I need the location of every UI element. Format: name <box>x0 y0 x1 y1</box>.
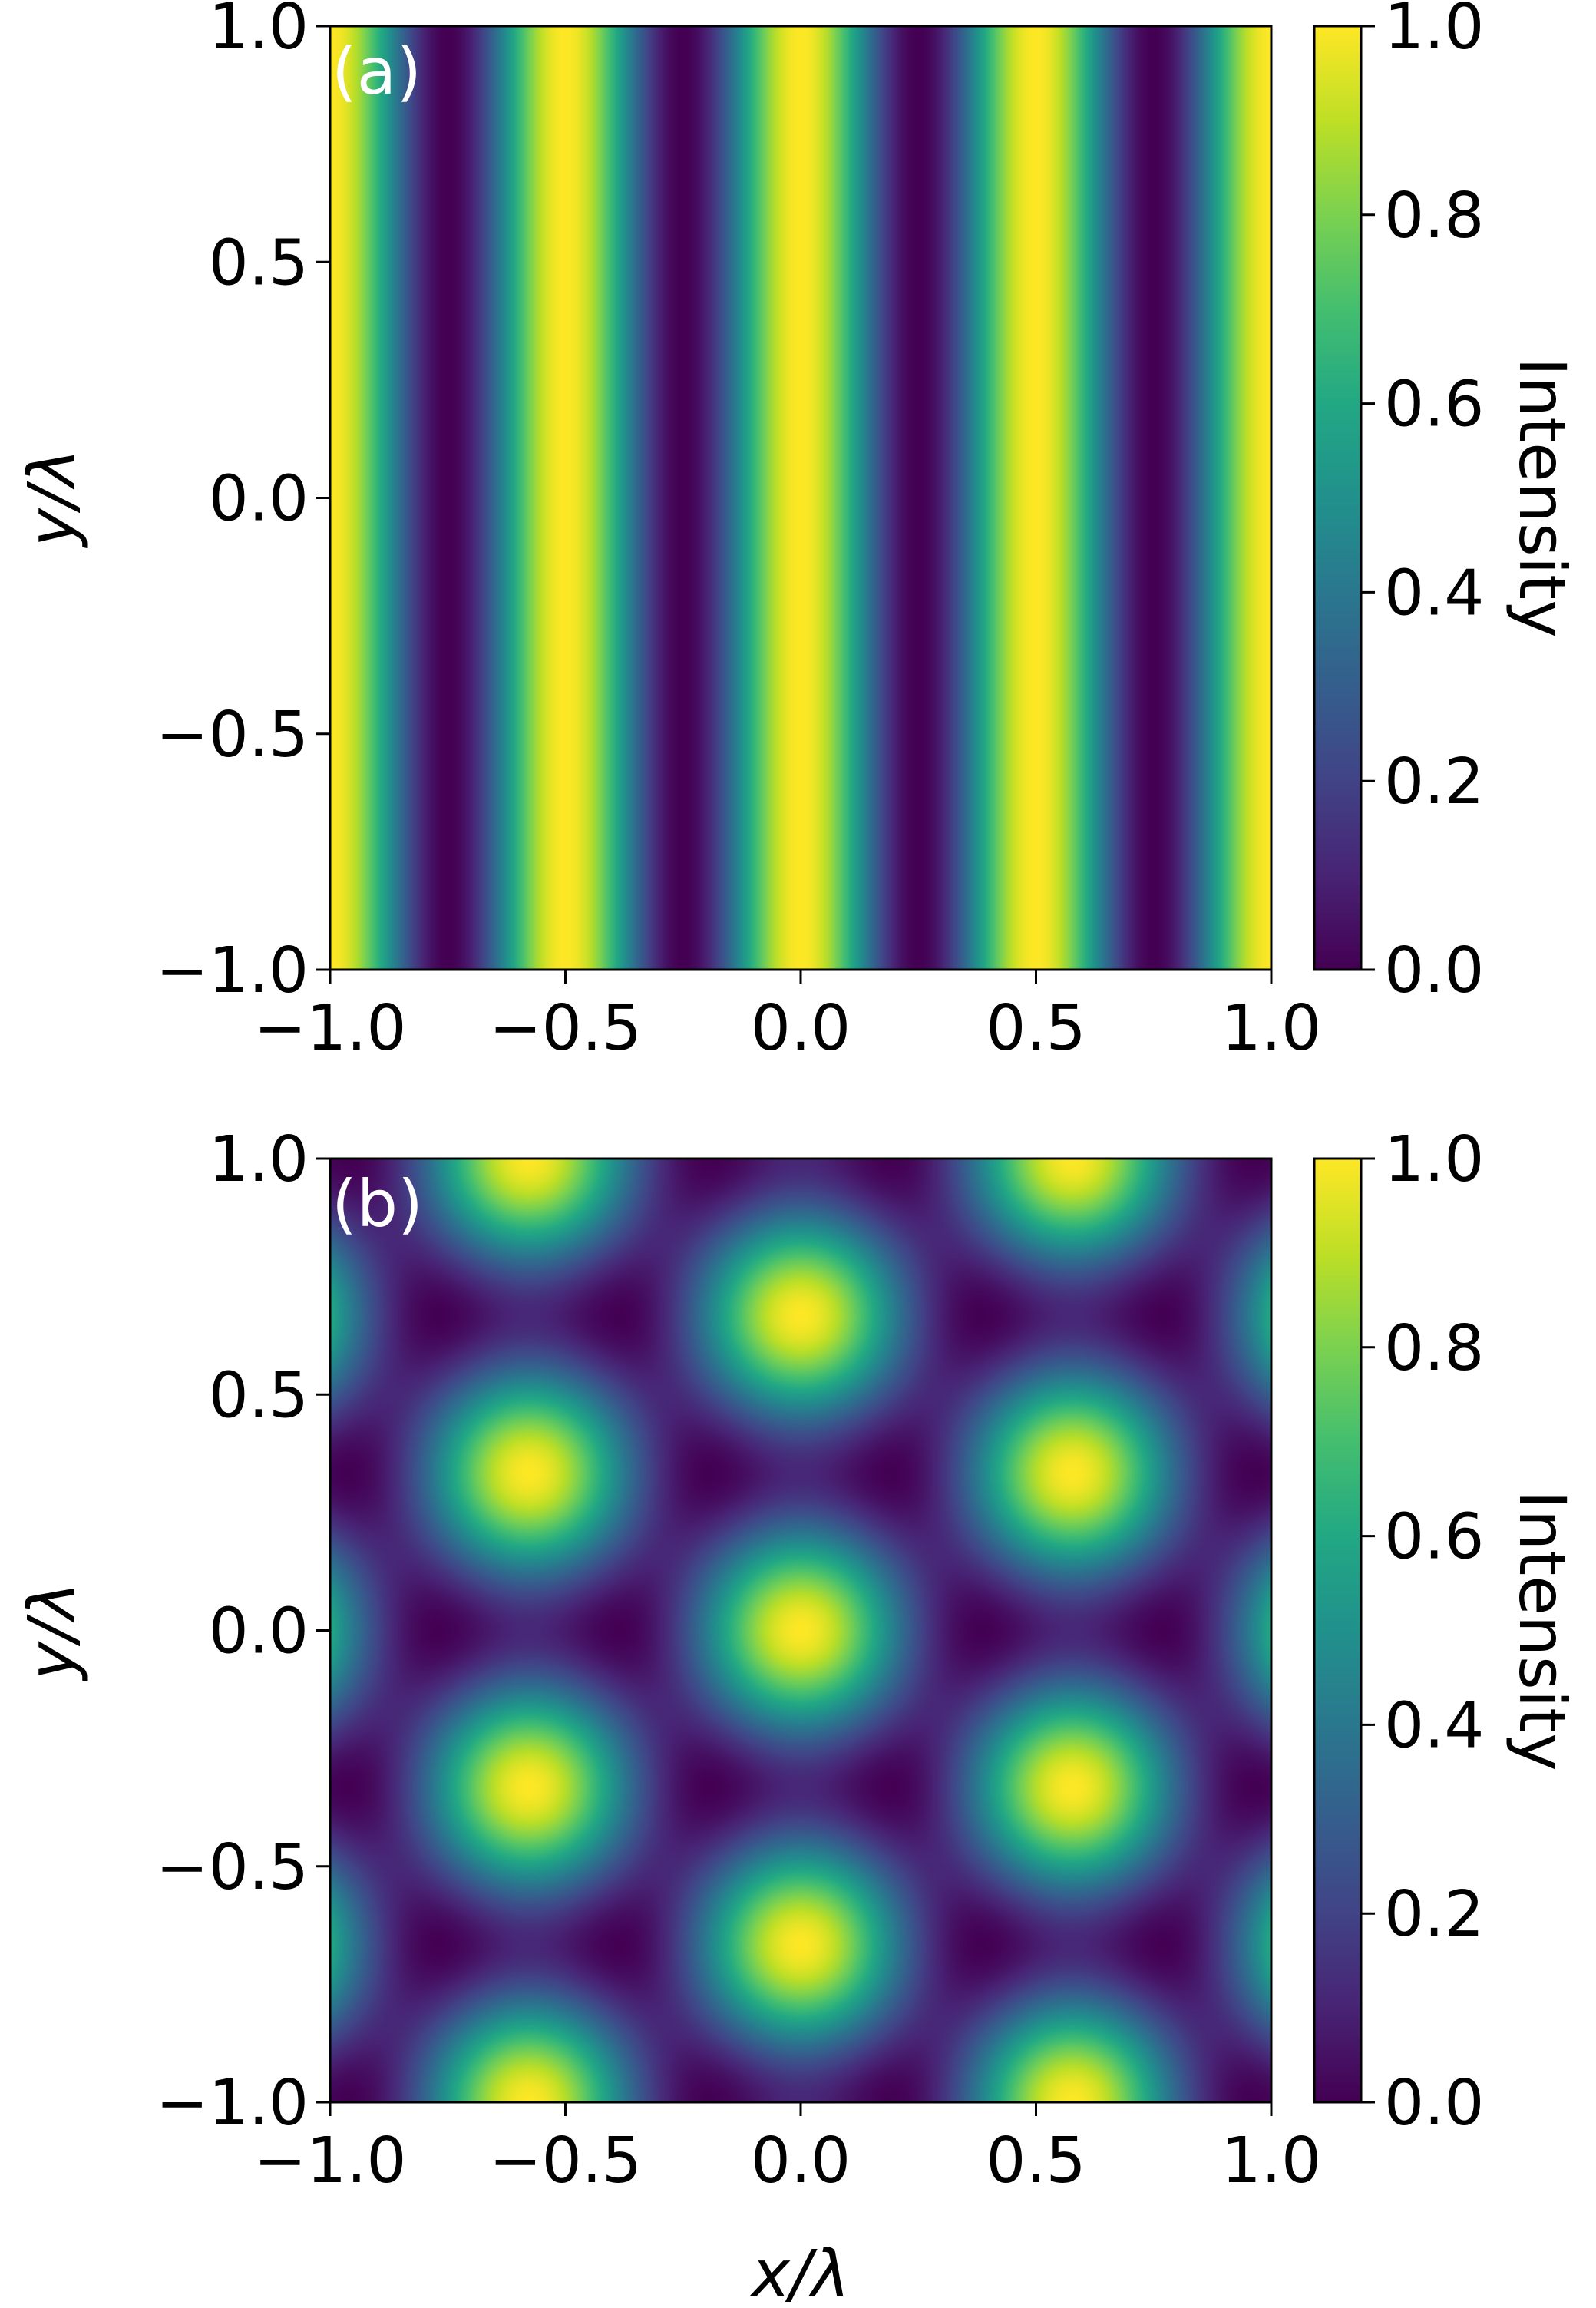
panel-label-a: (a) <box>332 34 421 109</box>
ytick-label-a-2: 0.0 <box>209 463 309 536</box>
xtick-label-a-0: −1.0 <box>253 992 406 1065</box>
cbar-tick-label-b-0: 0.0 <box>1384 2067 1484 2140</box>
ytick-label-b-4: 1.0 <box>209 1123 309 1196</box>
xtick-label-a-1: −0.5 <box>489 992 642 1065</box>
colorbar-label-a: Intensity <box>1505 357 1580 638</box>
colorbar-frame-a <box>1313 25 1363 971</box>
plot-frame-b <box>329 1157 1273 2104</box>
cbar-tick-label-a-0: 0.0 <box>1384 934 1484 1007</box>
ylabel-b: y/λ <box>14 1582 89 1682</box>
ytick-label-a-4: 1.0 <box>209 0 309 64</box>
plot-frame-a <box>329 25 1273 971</box>
cbar-tick-label-a-4: 0.8 <box>1384 180 1484 253</box>
colorbar-b-gradient <box>1314 1159 1361 2102</box>
heatmap-a-image <box>330 26 1271 970</box>
panel-label-b: (b) <box>332 1166 423 1242</box>
ytick-label-b-2: 0.0 <box>209 1595 309 1668</box>
xtick-label-b-2: 0.0 <box>751 2124 851 2197</box>
heatmap-b-image <box>330 1159 1271 2102</box>
cbar-tick-label-b-1: 0.2 <box>1384 1878 1484 1951</box>
xtick-label-b-0: −1.0 <box>253 2124 406 2197</box>
cbar-tick-label-a-5: 1.0 <box>1384 0 1484 64</box>
colorbar-frame-b <box>1313 1157 1363 2104</box>
ytick-label-a-0: −1.0 <box>156 934 309 1007</box>
ticks-a: −1.0 −0.5 0.0 0.5 1.0 −1.0 −0.5 0.0 0.5 1.0 0.0 0.2… <box>156 0 1485 1065</box>
xtick-label-b-4: 1.0 <box>1221 2124 1321 2197</box>
ytick-label-b-3: 0.5 <box>209 1359 309 1432</box>
xlabel-b: x/λ <box>749 2236 850 2308</box>
ylabel-a: y/λ <box>14 448 89 549</box>
colorbar-a-gradient <box>1314 26 1361 970</box>
ticks-b: −1.0 −0.5 0.0 0.5 1.0 −1.0 −0.5 0.0 0.5 1.0 0.0 0.2… <box>156 1123 1485 2197</box>
xtick-label-a-3: 0.5 <box>986 992 1085 1065</box>
xtick-label-b-3: 0.5 <box>986 2124 1085 2197</box>
ytick-label-b-0: −1.0 <box>156 2067 309 2140</box>
ytick-label-b-1: −0.5 <box>156 1831 309 1904</box>
cbar-tick-label-a-2: 0.4 <box>1384 557 1484 630</box>
ytick-label-a-1: −0.5 <box>156 699 309 772</box>
cbar-tick-label-b-3: 0.6 <box>1384 1501 1484 1574</box>
xtick-label-a-4: 1.0 <box>1221 992 1321 1065</box>
cbar-tick-label-b-4: 0.8 <box>1384 1312 1484 1385</box>
cbar-tick-label-b-5: 1.0 <box>1384 1123 1484 1196</box>
cbar-tick-label-a-1: 0.2 <box>1384 746 1484 818</box>
ytick-label-a-3: 0.5 <box>209 227 309 299</box>
cbar-tick-label-a-3: 0.6 <box>1384 369 1484 441</box>
xtick-label-b-1: −0.5 <box>489 2124 642 2197</box>
cbar-tick-label-b-2: 0.4 <box>1384 1689 1484 1762</box>
colorbar-label-b: Intensity <box>1505 1490 1580 1771</box>
xtick-label-a-2: 0.0 <box>751 992 851 1065</box>
